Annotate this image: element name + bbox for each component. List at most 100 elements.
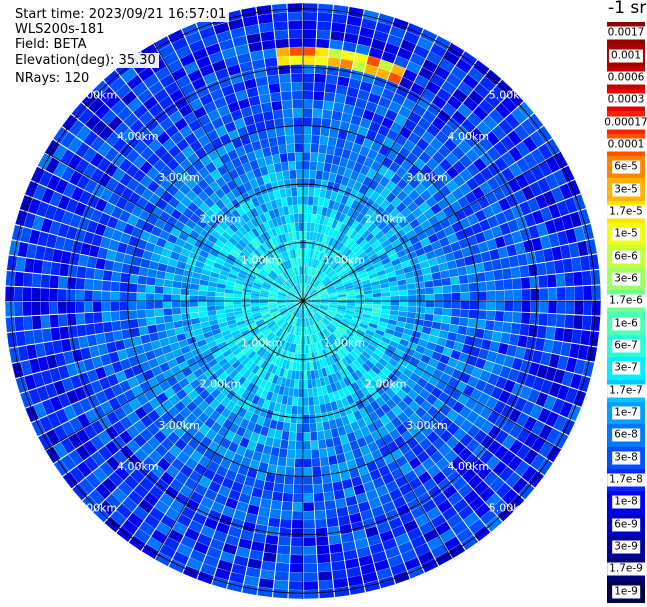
data-cell [264, 342, 273, 351]
data-cell [181, 313, 191, 321]
data-cell [257, 258, 266, 266]
data-cell [306, 370, 312, 380]
data-cell [315, 232, 321, 242]
data-cell [394, 113, 408, 127]
data-cell [337, 302, 347, 306]
data-cell [189, 306, 199, 313]
data-cell [190, 450, 203, 463]
data-cell [529, 131, 545, 148]
data-cell [421, 267, 432, 275]
data-cell [105, 440, 120, 456]
data-cell [274, 316, 283, 323]
data-cell [218, 321, 228, 328]
data-cell [371, 38, 386, 51]
data-cell [303, 108, 313, 118]
data-cell [516, 444, 531, 460]
data-cell [11, 225, 24, 241]
colorbar-tick-label: 3e-7 [612, 361, 640, 375]
data-cell [285, 404, 292, 415]
data-cell [517, 253, 528, 266]
data-cell [282, 170, 290, 180]
data-cell [244, 334, 254, 343]
data-cell [164, 485, 179, 500]
data-cell [480, 420, 494, 435]
data-cell [388, 234, 399, 244]
data-cell [415, 281, 425, 289]
data-cell [303, 301, 310, 307]
data-cell [100, 353, 112, 366]
data-cell [95, 390, 108, 405]
colorbar-tick-label: 0.0003 [605, 93, 647, 107]
data-cell [123, 201, 136, 214]
data-cell [178, 361, 190, 371]
data-cell [401, 352, 413, 362]
range-ring-label: 1.00km [324, 254, 366, 267]
data-cell [134, 406, 147, 420]
data-cell [514, 242, 526, 255]
data-cell [431, 116, 446, 131]
data-cell [311, 294, 320, 298]
data-cell [155, 444, 169, 458]
data-cell [497, 342, 509, 355]
data-cell [50, 262, 61, 276]
data-cell [503, 279, 513, 290]
data-cell [259, 165, 269, 176]
data-cell [50, 327, 61, 341]
data-cell [304, 257, 308, 267]
data-cell [425, 294, 435, 301]
data-cell [182, 367, 193, 378]
data-cell [391, 368, 403, 378]
data-cell [204, 368, 215, 379]
data-cell [345, 197, 355, 208]
data-cell [346, 342, 355, 351]
data-cell [151, 340, 162, 350]
data-cell [241, 202, 251, 213]
data-cell [218, 235, 228, 245]
data-cell [303, 12, 318, 21]
data-cell [60, 250, 72, 264]
colorbar-cell: 6e-5 [607, 156, 645, 179]
data-cell [272, 154, 281, 164]
data-cell [159, 337, 170, 347]
data-cell [338, 184, 347, 195]
data-cell [344, 312, 354, 317]
data-cell [284, 126, 294, 136]
data-cell [379, 530, 394, 543]
data-cell [375, 194, 386, 206]
data-cell [289, 379, 295, 388]
data-cell [548, 353, 560, 369]
data-cell [43, 247, 55, 262]
data-cell [175, 471, 189, 485]
data-cell [358, 501, 371, 513]
data-cell [430, 264, 440, 274]
data-cell [308, 396, 314, 406]
data-cell [372, 292, 382, 298]
data-cell [405, 277, 416, 285]
data-cell [432, 222, 444, 233]
data-cell [311, 294, 320, 299]
data-cell [289, 290, 297, 296]
data-cell [131, 256, 142, 267]
data-cell [110, 291, 120, 301]
data-cell [334, 264, 342, 272]
data-cell [297, 196, 303, 205]
data-cell [98, 446, 113, 461]
data-cell [5, 317, 16, 333]
data-cell [398, 284, 408, 291]
data-cell [297, 187, 303, 196]
data-cell [227, 277, 237, 283]
colorbar-cell: 0.0017 [605, 22, 647, 45]
data-cell [303, 99, 313, 109]
data-cell [348, 123, 360, 135]
data-cell [60, 149, 75, 166]
data-cell [336, 340, 344, 349]
data-cell [272, 313, 281, 319]
data-cell [396, 190, 408, 202]
data-cell [193, 106, 207, 119]
data-cell [456, 462, 471, 477]
data-cell [282, 322, 289, 331]
colorbar-cell: 3e-9 [607, 535, 645, 559]
data-cell [260, 292, 269, 296]
data-cell [292, 308, 299, 316]
data-cell [304, 318, 306, 327]
